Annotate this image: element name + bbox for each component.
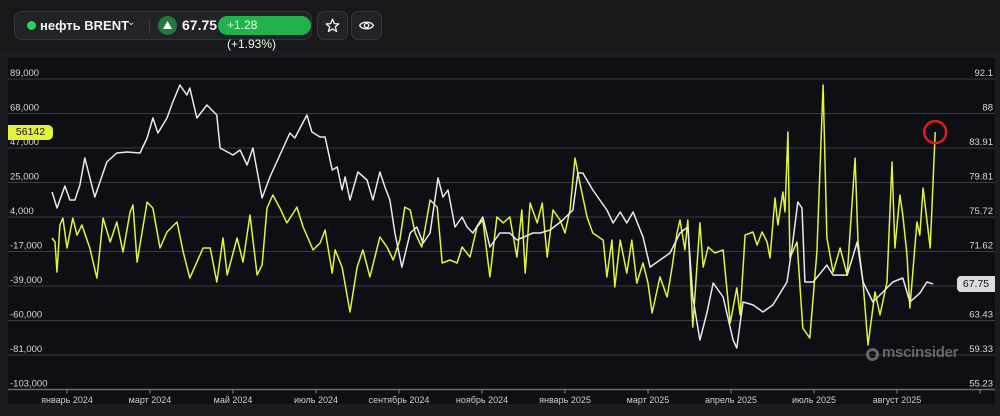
left-axis-tick-label: 4,000 bbox=[10, 206, 34, 217]
left-axis-tick-label: 89,000 bbox=[10, 68, 39, 79]
left-axis-tick-label: -17,000 bbox=[10, 241, 42, 252]
right-axis-tick-label: 83.91 bbox=[969, 137, 993, 148]
right-axis-tick-label: 88 bbox=[982, 103, 993, 114]
x-axis-tick-label: июль 2024 bbox=[294, 395, 338, 405]
x-axis-tick-label: апрель 2025 bbox=[705, 395, 757, 405]
x-axis-tick-label: сентябрь 2024 bbox=[369, 395, 430, 405]
left-axis-tick-label: 47,000 bbox=[10, 137, 39, 148]
x-axis-tick-label: март 2024 bbox=[129, 395, 172, 405]
chart-panel bbox=[8, 58, 995, 404]
highlight-circle bbox=[922, 119, 948, 145]
x-axis-tick-label: июль 2025 bbox=[792, 395, 836, 405]
right-axis-tick-label: 75.72 bbox=[969, 206, 993, 217]
logo-icon bbox=[866, 348, 879, 361]
left-axis-tick-label: -81,000 bbox=[10, 344, 42, 355]
left-axis-tick-label: -60,000 bbox=[10, 310, 42, 321]
right-axis-tick-label: 71.62 bbox=[969, 241, 993, 252]
watermark-text: mscinsider bbox=[882, 344, 959, 361]
right-axis-tick-label: 92.1 bbox=[975, 68, 994, 79]
series-line-positions bbox=[51, 84, 936, 346]
chevron-down-icon[interactable]: ⌄ bbox=[127, 17, 136, 28]
toolbar: нефть BRENT ⌄ 67.75 +1.28 (+1.93%) bbox=[0, 0, 1000, 51]
x-axis-tick-label: май 2024 bbox=[214, 395, 253, 405]
watermark-logo: mscinsider bbox=[866, 344, 959, 361]
right-axis-tick-label: 79.81 bbox=[969, 172, 993, 183]
right-axis-tick-label: 59.33 bbox=[969, 344, 993, 355]
last-value-right-badge: 67.75 bbox=[957, 276, 995, 292]
price-change-badge: +1.28 (+1.93%) bbox=[218, 16, 311, 51]
status-dot-icon bbox=[27, 21, 36, 30]
last-value-left-badge: 56142 bbox=[8, 125, 53, 140]
instrument-selector[interactable]: нефть BRENT ⌄ 67.75 +1.28 (+1.93%) bbox=[14, 11, 312, 51]
instrument-name[interactable]: нефть BRENT bbox=[40, 18, 130, 33]
x-axis-tick-label: январь 2025 bbox=[539, 395, 591, 405]
favorite-button[interactable] bbox=[317, 11, 348, 40]
series-line-brent-price bbox=[51, 84, 934, 349]
divider bbox=[149, 18, 150, 34]
right-axis-tick-label: 63.43 bbox=[969, 310, 993, 321]
x-axis-tick-label: ноябрь 2024 bbox=[456, 395, 508, 405]
x-axis-tick-label: март 2025 bbox=[627, 395, 670, 405]
triangle-up-icon bbox=[158, 16, 177, 35]
left-axis-tick-label: -103,000 bbox=[10, 379, 48, 390]
right-axis-tick-label: 55.23 bbox=[969, 379, 993, 390]
watch-button[interactable] bbox=[351, 11, 382, 40]
left-axis-tick-label: 68,000 bbox=[10, 103, 39, 114]
x-axis-tick-label: январь 2024 bbox=[41, 395, 93, 405]
star-icon bbox=[325, 18, 340, 33]
x-axis-tick-label: август 2025 bbox=[873, 395, 922, 405]
eye-icon bbox=[359, 21, 374, 30]
left-axis-tick-label: -39,000 bbox=[10, 275, 42, 286]
current-price: 67.75 bbox=[182, 17, 218, 33]
left-axis-tick-label: 25,000 bbox=[10, 172, 39, 183]
